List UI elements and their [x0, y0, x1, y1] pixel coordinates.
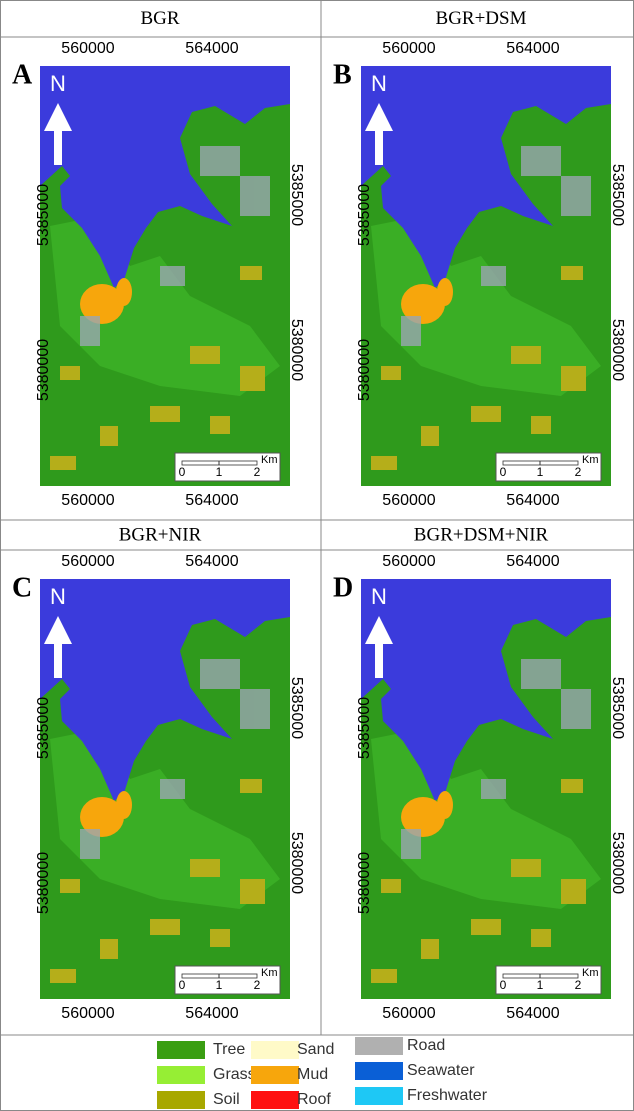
legend-swatch — [157, 1041, 205, 1059]
top-x-label: 560000 — [382, 40, 435, 57]
right-y-label: 5380000 — [288, 832, 305, 894]
legend-label: Seawater — [407, 1062, 475, 1079]
scale-tick: 0 — [500, 465, 507, 479]
legend-label: Freshwater — [407, 1087, 488, 1104]
legend-swatch — [355, 1087, 403, 1105]
bottom-x-label: 560000 — [382, 1005, 435, 1022]
map-image — [40, 579, 290, 999]
bottom-x-label: 564000 — [506, 492, 559, 509]
legend-swatch — [355, 1037, 403, 1055]
top-x-label: 564000 — [185, 40, 238, 57]
legend-label: Grass — [213, 1066, 256, 1083]
scale-tick: 1 — [537, 978, 544, 992]
panel-title: BGR+DSM — [436, 8, 527, 29]
scale-tick: 0 — [179, 465, 186, 479]
legend-swatch — [157, 1091, 205, 1109]
top-x-label: 560000 — [61, 40, 114, 57]
right-y-label: 5380000 — [288, 319, 305, 381]
scale-tick: 1 — [216, 978, 223, 992]
scale-tick: 2 — [575, 978, 582, 992]
scale-tick: 0 — [179, 978, 186, 992]
scale-tick: 1 — [216, 465, 223, 479]
bottom-x-label: 564000 — [185, 492, 238, 509]
left-y-label: 5380000 — [35, 852, 52, 914]
left-y-label: 5380000 — [356, 852, 373, 914]
right-y-label: 5380000 — [609, 832, 626, 894]
bottom-x-label: 564000 — [506, 1005, 559, 1022]
scale-unit: Km — [261, 967, 278, 979]
scale-unit: Km — [582, 967, 599, 979]
left-y-label: 5385000 — [35, 184, 52, 246]
panel-letter: A — [12, 59, 33, 90]
map-image — [361, 66, 611, 486]
right-y-label: 5385000 — [609, 164, 626, 226]
top-x-label: 564000 — [506, 553, 559, 570]
top-x-label: 564000 — [506, 40, 559, 57]
map-image — [361, 579, 611, 999]
panel-title: BGR — [140, 8, 179, 29]
north-label: N — [50, 584, 66, 609]
north-arrow — [44, 616, 72, 678]
legend-swatch — [157, 1066, 205, 1084]
legend-label: Tree — [213, 1041, 245, 1058]
north-label: N — [50, 71, 66, 96]
left-y-label: 5380000 — [356, 339, 373, 401]
legend-label: Roof — [297, 1091, 331, 1108]
panel-title: BGR+NIR — [119, 524, 202, 545]
left-y-label: 5385000 — [356, 184, 373, 246]
legend-swatch — [251, 1041, 299, 1059]
legend-label: Road — [407, 1037, 445, 1054]
scale-tick: 2 — [254, 978, 261, 992]
scale-box — [174, 452, 281, 482]
scale-unit: Km — [582, 454, 599, 466]
top-x-label: 560000 — [61, 553, 114, 570]
north-arrow — [365, 103, 393, 165]
panel-title: BGR+DSM+NIR — [414, 524, 549, 545]
legend-swatch — [251, 1091, 299, 1109]
bottom-x-label: 560000 — [61, 1005, 114, 1022]
bottom-x-label: 560000 — [382, 492, 435, 509]
panel: BGR+DSM B N 560000 560000 564000 564000 5385000… — [333, 8, 626, 509]
right-y-label: 5385000 — [288, 677, 305, 739]
panel-letter: C — [12, 572, 32, 603]
panel-letter: B — [333, 59, 352, 90]
north-label: N — [371, 584, 387, 609]
scale-unit: Km — [261, 454, 278, 466]
panel-letter: D — [333, 572, 353, 603]
left-y-label: 5385000 — [356, 697, 373, 759]
legend-label: Sand — [297, 1041, 334, 1058]
scale-box — [495, 965, 602, 995]
right-y-label: 5380000 — [609, 319, 626, 381]
top-x-label: 564000 — [185, 553, 238, 570]
top-x-label: 560000 — [382, 553, 435, 570]
scale-tick: 1 — [537, 465, 544, 479]
bottom-x-label: 560000 — [61, 492, 114, 509]
map-image — [40, 66, 290, 486]
north-arrow — [365, 616, 393, 678]
legend-swatch — [251, 1066, 299, 1084]
scale-tick: 0 — [500, 978, 507, 992]
panel: BGR A N 560000 560000 564000 564000 5385000 5380… — [12, 8, 305, 509]
right-y-label: 5385000 — [288, 164, 305, 226]
left-y-label: 5380000 — [35, 339, 52, 401]
north-label: N — [371, 71, 387, 96]
scale-box — [495, 452, 602, 482]
legend-swatch — [355, 1062, 403, 1080]
left-y-label: 5385000 — [35, 697, 52, 759]
scale-box — [174, 965, 281, 995]
panel: BGR+DSM+NIR D N 560000 560000 564000 564000 538… — [333, 524, 626, 1022]
legend-label: Soil — [213, 1091, 240, 1108]
bottom-x-label: 564000 — [185, 1005, 238, 1022]
scale-tick: 2 — [254, 465, 261, 479]
panel: BGR+NIR C N 560000 560000 564000 564000 5385000… — [12, 524, 305, 1022]
legend-label: Mud — [297, 1066, 328, 1083]
right-y-label: 5385000 — [609, 677, 626, 739]
north-arrow — [44, 103, 72, 165]
scale-tick: 2 — [575, 465, 582, 479]
